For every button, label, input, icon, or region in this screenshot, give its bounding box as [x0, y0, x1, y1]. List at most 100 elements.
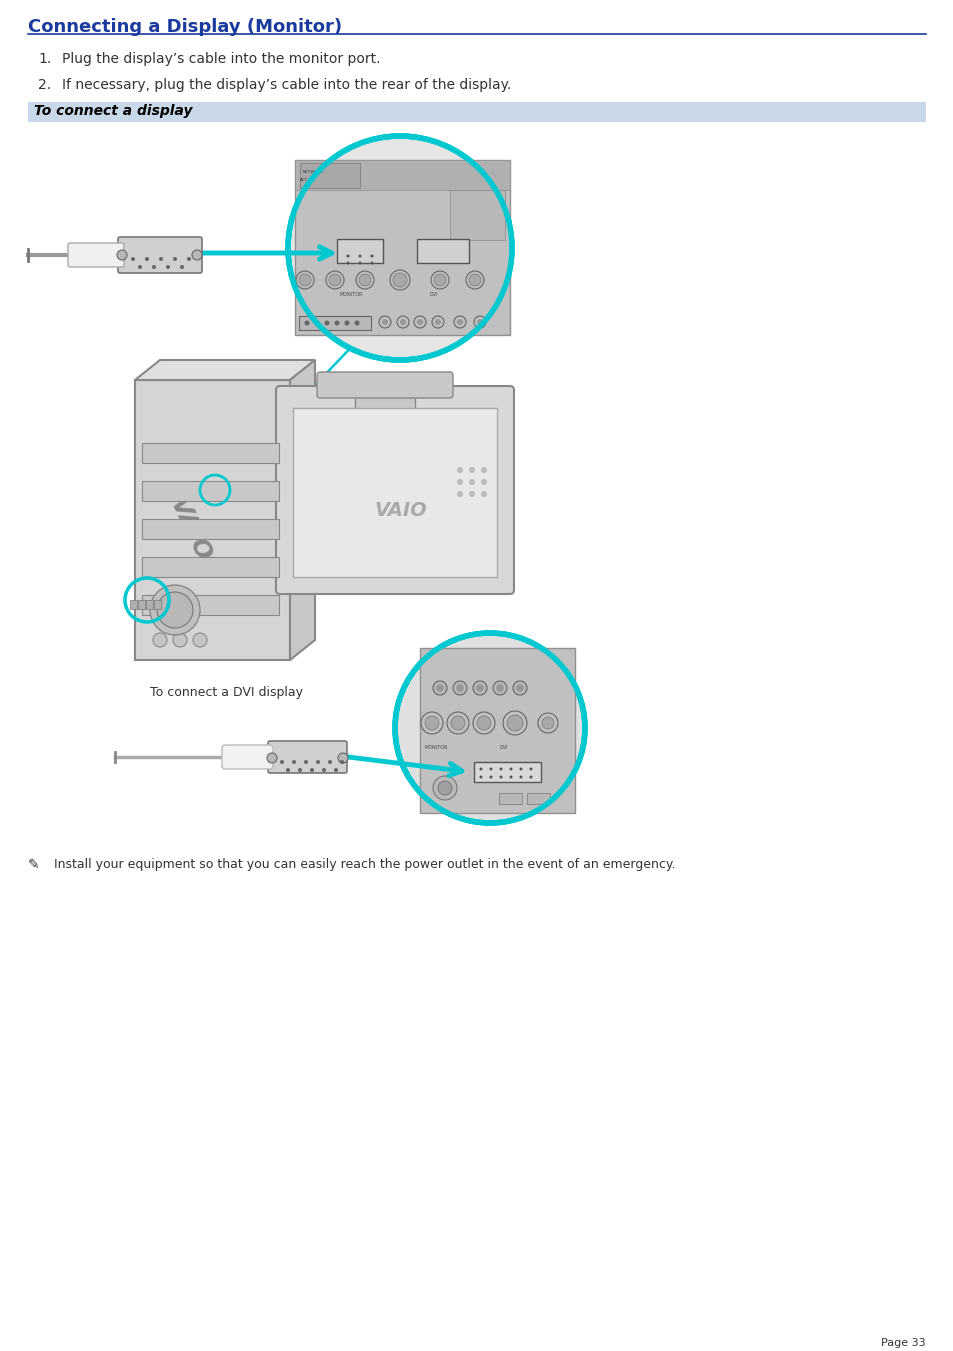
Text: Page 33: Page 33 [881, 1337, 925, 1348]
Circle shape [447, 712, 469, 734]
Circle shape [476, 319, 482, 326]
Circle shape [166, 265, 170, 269]
Circle shape [499, 775, 502, 778]
FancyBboxPatch shape [499, 793, 522, 804]
Circle shape [315, 761, 319, 765]
Circle shape [193, 634, 207, 647]
Circle shape [451, 716, 464, 730]
FancyBboxPatch shape [142, 557, 278, 577]
Circle shape [117, 250, 127, 259]
Circle shape [434, 274, 446, 286]
Circle shape [304, 761, 308, 765]
Circle shape [509, 775, 512, 778]
Circle shape [286, 767, 290, 771]
Circle shape [476, 716, 491, 730]
Circle shape [469, 490, 475, 497]
FancyBboxPatch shape [298, 316, 371, 330]
Text: Connecting a Display (Monitor): Connecting a Display (Monitor) [28, 18, 342, 36]
Circle shape [431, 272, 449, 289]
FancyBboxPatch shape [355, 385, 415, 409]
Circle shape [513, 681, 526, 694]
Circle shape [152, 634, 167, 647]
Circle shape [529, 775, 532, 778]
Circle shape [355, 272, 374, 289]
FancyBboxPatch shape [142, 481, 278, 501]
Circle shape [456, 684, 463, 692]
Circle shape [489, 767, 492, 770]
Circle shape [414, 316, 426, 328]
Text: 1.: 1. [38, 51, 51, 66]
FancyBboxPatch shape [142, 594, 278, 615]
Circle shape [324, 320, 329, 326]
Circle shape [187, 257, 191, 261]
Circle shape [298, 274, 311, 286]
Circle shape [433, 775, 456, 800]
Text: NETWORK: NETWORK [303, 170, 324, 174]
Circle shape [381, 319, 388, 326]
Circle shape [322, 767, 326, 771]
Circle shape [358, 274, 371, 286]
Circle shape [456, 490, 462, 497]
Polygon shape [135, 380, 290, 661]
Circle shape [399, 319, 406, 326]
Circle shape [370, 254, 374, 258]
FancyBboxPatch shape [222, 744, 273, 769]
Circle shape [358, 254, 361, 258]
Circle shape [329, 274, 340, 286]
Circle shape [465, 272, 483, 289]
Circle shape [390, 270, 410, 290]
Circle shape [469, 480, 475, 485]
FancyBboxPatch shape [294, 159, 510, 190]
Text: MONITOR: MONITOR [424, 744, 448, 750]
Text: If necessary, plug the display’s cable into the rear of the display.: If necessary, plug the display’s cable i… [62, 78, 511, 92]
Circle shape [145, 257, 149, 261]
Text: VAIO: VAIO [165, 494, 215, 566]
FancyBboxPatch shape [419, 648, 575, 813]
Circle shape [280, 761, 284, 765]
Circle shape [473, 712, 495, 734]
FancyBboxPatch shape [474, 762, 540, 782]
Circle shape [297, 767, 302, 771]
Circle shape [469, 274, 480, 286]
Circle shape [396, 316, 409, 328]
Circle shape [480, 467, 486, 473]
Text: DVI: DVI [430, 292, 438, 297]
Circle shape [453, 681, 467, 694]
Circle shape [420, 712, 442, 734]
Circle shape [370, 262, 374, 265]
Circle shape [416, 319, 422, 326]
Circle shape [529, 767, 532, 770]
Circle shape [476, 684, 483, 692]
FancyBboxPatch shape [118, 236, 202, 273]
Circle shape [314, 320, 319, 326]
Circle shape [328, 761, 332, 765]
Circle shape [436, 684, 443, 692]
Polygon shape [135, 359, 314, 380]
Text: 2.: 2. [38, 78, 51, 92]
Circle shape [502, 711, 526, 735]
FancyBboxPatch shape [142, 519, 278, 539]
Circle shape [326, 272, 344, 289]
Circle shape [432, 316, 443, 328]
Circle shape [346, 254, 349, 258]
FancyBboxPatch shape [316, 372, 453, 399]
Circle shape [395, 634, 584, 823]
FancyBboxPatch shape [294, 159, 510, 335]
Circle shape [479, 767, 482, 770]
Circle shape [346, 262, 349, 265]
Circle shape [493, 681, 506, 694]
FancyBboxPatch shape [527, 793, 550, 804]
Text: VAIO: VAIO [375, 500, 427, 520]
Text: ACT: ACT [299, 178, 308, 182]
Circle shape [519, 775, 522, 778]
Circle shape [150, 585, 200, 635]
Circle shape [469, 467, 475, 473]
Text: To connect a DVI display: To connect a DVI display [150, 686, 303, 698]
FancyBboxPatch shape [131, 600, 137, 608]
Circle shape [131, 257, 135, 261]
Circle shape [489, 775, 492, 778]
Circle shape [435, 319, 440, 326]
Circle shape [339, 761, 344, 765]
Circle shape [378, 316, 391, 328]
Text: DVI: DVI [499, 744, 508, 750]
